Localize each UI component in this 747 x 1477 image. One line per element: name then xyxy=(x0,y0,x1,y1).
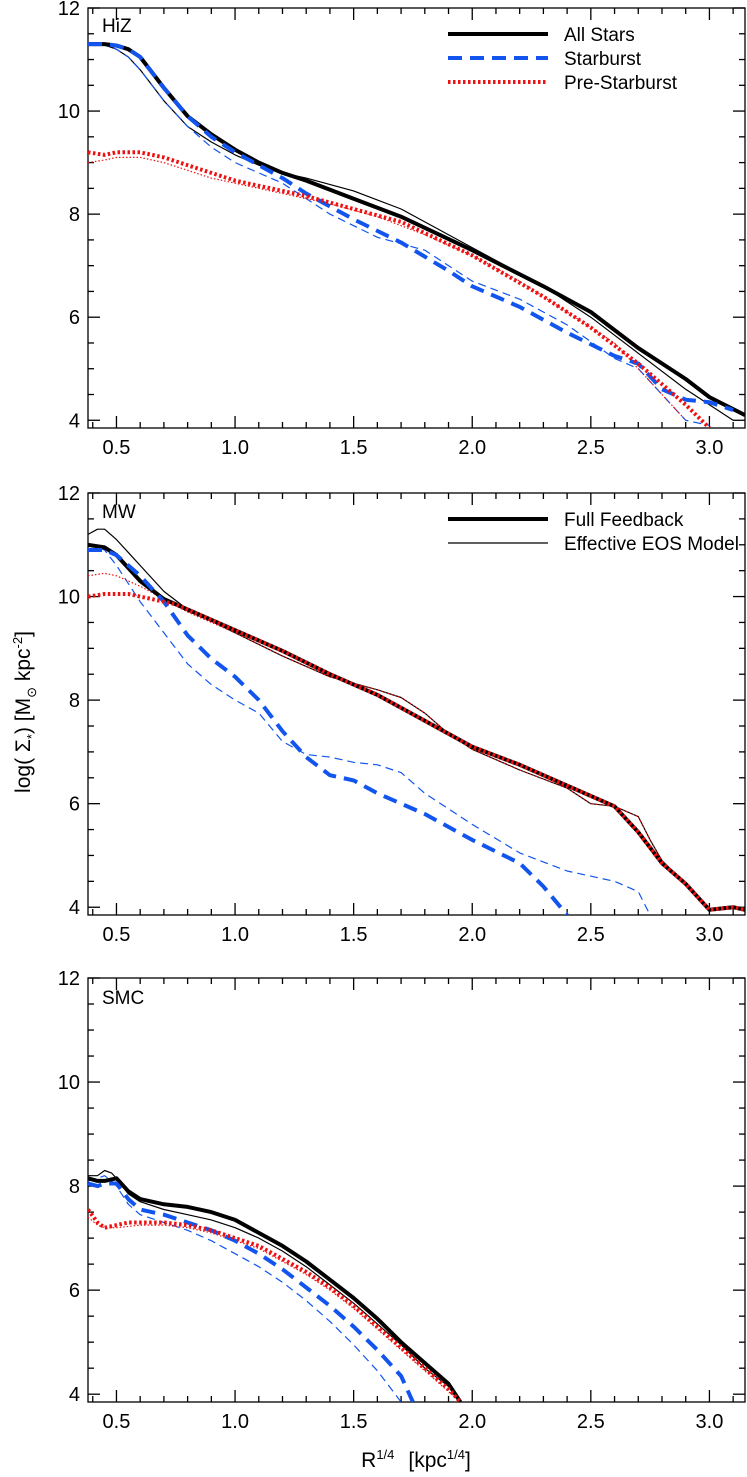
legend-label-full-feedback: Full Feedback xyxy=(564,510,684,531)
x-axis-title-unit: [kpc xyxy=(408,1449,447,1472)
y-axis-title-kpc: kpc xyxy=(12,648,35,687)
panel-label: MW xyxy=(102,502,136,523)
series-line-starburst xyxy=(88,548,569,915)
y-axis-title: log( Σ*) [M⊙ kpc-2] xyxy=(10,631,39,793)
x-tick-label: 3.0 xyxy=(696,437,724,459)
y-axis-title-sun: ⊙ xyxy=(24,687,39,698)
series-group xyxy=(88,1169,463,1402)
x-axis-title-r-sup: 1/4 xyxy=(376,1447,394,1462)
series-line-pre-starburst xyxy=(88,150,711,428)
x-tick-label: 3.0 xyxy=(696,924,724,946)
series-line-all-stars xyxy=(88,1176,463,1402)
x-tick-label: 2.5 xyxy=(577,1411,605,1433)
panel-mw: 0.5 1.0 1.5 2.0 2.5 3.0 4 6 8 10 12 MW Full Feedba… xyxy=(58,483,746,946)
series-line-pre-starburst xyxy=(88,592,745,912)
y-tick-label: 12 xyxy=(58,0,80,20)
y-tick-label: 10 xyxy=(58,1072,80,1094)
series-line-all-stars-eos xyxy=(88,1169,461,1402)
y-tick-label: 4 xyxy=(69,1384,80,1406)
series-group xyxy=(88,528,745,915)
x-tick-label: 1.0 xyxy=(221,924,249,946)
y-tick-label: 6 xyxy=(69,307,80,329)
y-tick-label: 4 xyxy=(69,897,80,919)
legend-label-all-stars: All Stars xyxy=(564,25,635,46)
legend-label-starburst: Starburst xyxy=(564,49,642,70)
axis-ticks: 0.5 1.0 1.5 2.0 2.5 3.0 4 6 8 10 12 xyxy=(58,0,745,459)
x-tick-label: 3.0 xyxy=(696,1411,724,1433)
y-axis-title-unit-open: ) [M xyxy=(12,698,35,734)
series-line-starburst-eos xyxy=(88,43,710,426)
x-tick-label: 1.0 xyxy=(221,437,249,459)
series-line-full-feedback xyxy=(88,542,745,912)
plot-frame xyxy=(87,492,746,916)
x-tick-label: 2.0 xyxy=(458,437,486,459)
y-tick-label: 8 xyxy=(69,204,80,226)
x-tick-label: 1.0 xyxy=(221,1411,249,1433)
plot-frame xyxy=(87,977,746,1403)
x-axis-title-unit-sup: 1/4 xyxy=(447,1447,465,1462)
x-tick-label: 0.5 xyxy=(103,924,131,946)
series-line-pre-starburst-eos xyxy=(88,572,745,911)
y-tick-label: 10 xyxy=(58,101,80,123)
legend: Full Feedback Effective EOS Model xyxy=(448,510,739,555)
series-line-starburst xyxy=(88,1181,415,1402)
x-tick-label: 2.0 xyxy=(458,924,486,946)
y-tick-label: 4 xyxy=(69,410,80,432)
y-tick-label: 8 xyxy=(69,690,80,712)
x-tick-label: 1.5 xyxy=(340,437,368,459)
y-tick-label: 10 xyxy=(58,587,80,609)
panel-hiz: 0.5 1.0 1.5 2.0 2.5 3.0 4 6 8 10 12 HiZ All Stars S… xyxy=(58,0,746,459)
panel-label: HiZ xyxy=(102,16,132,37)
panel-label: SMC xyxy=(102,988,144,1009)
legend-label-effective-eos-model: Effective EOS Model xyxy=(564,534,739,555)
x-tick-label: 2.5 xyxy=(577,924,605,946)
legend: All Stars Starburst Pre-Starburst xyxy=(448,25,678,94)
y-axis-title-main: log( Σ xyxy=(12,739,35,793)
x-tick-label: 1.5 xyxy=(340,1411,368,1433)
x-tick-label: 1.5 xyxy=(340,924,368,946)
axis-ticks: 0.5 1.0 1.5 2.0 2.5 3.0 4 6 8 10 12 xyxy=(58,968,745,1433)
series-group xyxy=(88,42,745,428)
panel-smc: 0.5 1.0 1.5 2.0 2.5 3.0 4 6 8 10 12 SMC xyxy=(58,968,746,1433)
y-tick-label: 8 xyxy=(69,1176,80,1198)
plot-frame xyxy=(87,7,746,429)
y-tick-label: 6 xyxy=(69,1280,80,1302)
y-tick-label: 6 xyxy=(69,794,80,816)
series-line-pre-starburst-eos xyxy=(88,156,687,421)
x-tick-label: 2.5 xyxy=(577,437,605,459)
y-axis-title-close: ] xyxy=(12,631,35,637)
y-tick-label: 12 xyxy=(58,483,80,505)
series-line-full-feedback-eos xyxy=(88,528,745,911)
y-tick-label: 12 xyxy=(58,968,80,990)
series-line-starburst-eos xyxy=(88,544,651,915)
series-line-starburst xyxy=(88,42,734,412)
x-tick-label: 2.0 xyxy=(458,1411,486,1433)
legend-label-pre-starburst: Pre-Starburst xyxy=(564,73,678,94)
x-axis-title-unit-close: ] xyxy=(465,1449,471,1472)
series-line-pre-starburst-eos xyxy=(88,1216,461,1402)
x-axis-title: R1/4 [kpc1/4] xyxy=(361,1447,471,1472)
series-line-pre-starburst xyxy=(88,1208,462,1402)
axis-ticks: 0.5 1.0 1.5 2.0 2.5 3.0 4 6 8 10 12 xyxy=(58,483,745,946)
y-axis-title-sub: * xyxy=(24,734,39,739)
x-tick-label: 0.5 xyxy=(103,437,131,459)
x-tick-label: 0.5 xyxy=(103,1411,131,1433)
x-axis-title-r: R xyxy=(361,1449,376,1472)
y-axis-title-sup: -2 xyxy=(10,637,25,649)
series-line-starburst-eos xyxy=(88,1175,402,1402)
